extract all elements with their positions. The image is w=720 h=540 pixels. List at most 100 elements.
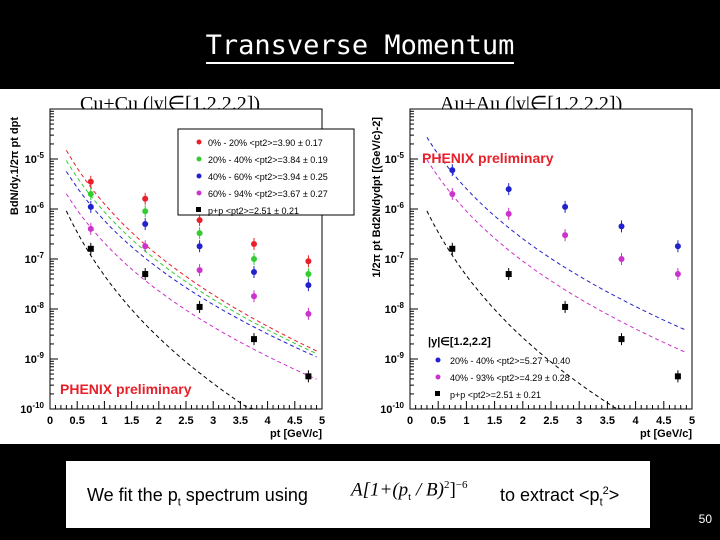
data-point [251, 256, 257, 262]
y-tick-label: 10-8 [25, 301, 45, 316]
legend-marker [435, 357, 441, 363]
data-point [196, 267, 203, 274]
data-point [618, 223, 625, 230]
y-axis-label: 1/2π pt Bd2N/dydpt [(GeV/c)-2] [371, 117, 383, 278]
x-tick-label: 1 [101, 415, 107, 427]
fit-line [65, 150, 317, 352]
x-tick-label: 5 [319, 415, 325, 427]
legend-item: p+p <pt2>=2.51 ± 0.21 [450, 390, 541, 400]
x-tick-label: 0.5 [70, 415, 85, 427]
data-point [196, 217, 203, 224]
fit-description: We fit the pt spectrum using [87, 485, 308, 509]
caption-box: We fit the pt spectrum using A[1+(pt / B… [66, 461, 650, 528]
x-tick-label: 4 [633, 415, 640, 427]
data-point [562, 303, 569, 310]
fit-line [426, 210, 687, 410]
x-tick-label: 3 [210, 415, 216, 427]
slide-number: 50 [698, 512, 712, 526]
data-point [87, 245, 94, 252]
fit-formula: A[1+(pt / B)2]−6 [351, 479, 468, 504]
y-tick-label: 10-5 [25, 151, 45, 166]
legend-item: 20% - 40% <pt2>=5.27 + 0.40 [450, 356, 570, 366]
data-point [305, 310, 312, 317]
x-tick-label: 1.5 [487, 415, 502, 427]
legend-marker [435, 374, 441, 380]
legend-item: p+p <pt2>=2.51 ± 0.21 [208, 206, 299, 216]
data-point [196, 303, 203, 310]
phenix-label: PHENIX preliminary [60, 381, 192, 397]
y-tick-label: 10-9 [385, 351, 405, 366]
fit-line [426, 137, 687, 331]
y-tick-label: 10-7 [25, 251, 45, 266]
x-axis-label: pt [GeV/c] [640, 428, 692, 440]
data-point [305, 271, 312, 278]
data-point [505, 186, 512, 193]
y-tick-label: 10-10 [20, 401, 44, 416]
y-tick-label: 10-6 [385, 201, 405, 216]
x-tick-label: 4 [265, 415, 272, 427]
legend-marker [196, 139, 202, 145]
data-point [562, 232, 569, 239]
phenix-label: PHENIX preliminary [422, 150, 554, 166]
y-tick-label: 10-10 [380, 401, 404, 416]
data-point [251, 240, 257, 247]
x-tick-label: 2 [520, 415, 526, 427]
auau-chart: 0 0.5 1 1.5 2 2.5 3 3.5 4 4.5 5 10-10 10-9 10-8 10-7 10… [371, 108, 695, 440]
chart-area: Cu+Cu (|y|∈[1.2,2.2]) Au+Au (|y|∈[1.2,2.… [0, 89, 720, 444]
x-axis-label: pt [GeV/c] [270, 428, 322, 440]
fit-line [65, 160, 317, 355]
x-tick-label: 0 [47, 415, 53, 427]
y-axis-label: BdN/dy.1/2π pt dpt [9, 117, 21, 215]
x-tick-label: 1.5 [124, 415, 139, 427]
legend-marker [196, 207, 201, 212]
data-point [87, 178, 94, 185]
x-tick-label: 4.5 [287, 415, 302, 427]
x-tick-label: 2.5 [178, 415, 193, 427]
x-tick-label: 5 [689, 415, 695, 427]
x-tick-label: 3.5 [600, 415, 615, 427]
data-point [196, 230, 203, 237]
y-tick-label: 10-6 [25, 201, 45, 216]
legend-marker [196, 156, 202, 162]
legend-marker [435, 391, 440, 396]
data-point [251, 268, 257, 275]
data-point [618, 256, 625, 262]
data-point [449, 245, 456, 252]
cucu-chart: 0 0.5 1 1.5 2 2.5 3 3.5 4 4.5 5 10-10 10-9 10-8 10-7 10… [9, 108, 355, 440]
data-point [142, 208, 149, 215]
data-point [142, 271, 149, 278]
x-tick-label: 2 [156, 415, 162, 427]
y-tick-label: 10-8 [385, 301, 405, 316]
data-point [674, 243, 681, 250]
data-point [305, 258, 312, 265]
fit-line [426, 159, 687, 354]
legend-item: 60% - 94% <pt2>=3.67 ± 0.27 [208, 189, 328, 199]
x-tick-label: 0.5 [431, 415, 446, 427]
x-tick-label: 3 [576, 415, 582, 427]
x-tick-label: 4.5 [656, 415, 671, 427]
data-point [505, 210, 512, 217]
data-point [449, 167, 456, 174]
data-point [674, 373, 681, 380]
legend-title: |y|∈[1.2,2.2] [428, 336, 491, 348]
x-tick-label: 2.5 [543, 415, 558, 427]
data-point [87, 190, 94, 197]
data-point [618, 336, 625, 343]
x-tick-label: 1 [463, 415, 469, 427]
slide-title: Transverse Momentum [0, 30, 720, 64]
data-point [674, 271, 681, 278]
y-tick-label: 10-7 [385, 251, 405, 266]
legend-box [177, 128, 355, 216]
legend-marker [196, 190, 202, 196]
x-tick-label: 0 [407, 415, 413, 427]
data-point [196, 243, 203, 250]
y-tick-label: 10-5 [385, 151, 405, 166]
x-tick-label: 3.5 [233, 415, 248, 427]
data-point [87, 225, 94, 232]
data-point [142, 195, 149, 202]
extract-description: to extract <pt2> [500, 485, 620, 509]
data-point [251, 336, 257, 343]
data-point [87, 203, 94, 210]
legend-item: 20% - 40% <pt2>=3.84 ± 0.19 [208, 155, 328, 165]
y-tick-label: 10-9 [25, 351, 45, 366]
